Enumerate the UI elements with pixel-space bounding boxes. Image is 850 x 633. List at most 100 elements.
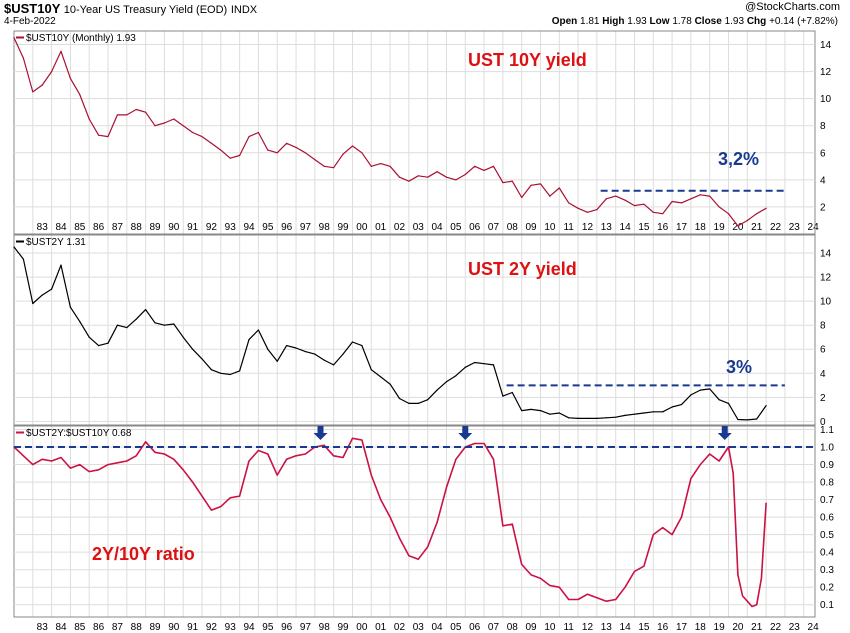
data-point <box>699 194 701 196</box>
y-tick-label: 2 <box>820 393 826 404</box>
data-point <box>79 94 81 96</box>
data-point <box>342 456 344 459</box>
data-point <box>549 584 551 587</box>
data-point <box>88 470 90 473</box>
data-point <box>756 418 758 420</box>
data-point <box>173 458 175 460</box>
data-point <box>455 179 457 181</box>
data-point <box>389 165 391 167</box>
data-point <box>690 394 692 396</box>
y-tick-label: 0 <box>820 417 826 428</box>
data-point <box>276 474 278 476</box>
data-point <box>107 463 109 466</box>
data-point <box>351 341 354 343</box>
x-tick-label: 04 <box>432 222 444 233</box>
x-tick-label: 97 <box>300 622 312 633</box>
data-point <box>135 318 137 320</box>
y-tick-label: 4 <box>820 175 826 186</box>
data-point <box>427 546 429 548</box>
data-point <box>361 439 363 441</box>
chart-header: $UST10Y 10-Year US Treasury Yield (EOD) … <box>0 0 850 30</box>
x-tick-label: 05 <box>450 622 462 633</box>
data-point <box>624 199 626 201</box>
data-point <box>229 497 231 499</box>
data-point <box>727 213 730 215</box>
data-point <box>765 207 767 209</box>
data-point <box>483 169 485 171</box>
data-point <box>135 108 137 111</box>
data-point <box>333 364 335 366</box>
data-point <box>680 202 683 204</box>
data-point <box>474 165 476 167</box>
data-point <box>323 359 325 361</box>
x-tick-label: 03 <box>413 222 425 233</box>
data-point <box>192 481 194 483</box>
data-point <box>662 213 664 215</box>
data-point <box>643 412 645 414</box>
data-point <box>173 323 175 325</box>
data-point <box>511 523 513 525</box>
open-label: Open <box>551 16 578 27</box>
data-point <box>746 600 748 602</box>
low-value: 1.78 <box>672 16 692 27</box>
data-point <box>239 154 241 157</box>
data-point <box>502 395 504 397</box>
data-point <box>22 258 25 260</box>
data-point <box>239 495 241 497</box>
data-point <box>32 91 34 93</box>
data-point <box>163 324 166 326</box>
data-point <box>539 183 542 185</box>
data-point <box>445 176 448 178</box>
data-point <box>380 376 382 378</box>
data-point <box>483 363 485 365</box>
data-point <box>69 77 72 79</box>
data-point <box>408 555 410 557</box>
data-point <box>427 176 429 178</box>
data-point <box>98 345 100 347</box>
data-point <box>671 200 673 203</box>
y-tick-label: 4 <box>820 369 826 380</box>
y-tick-label: 14 <box>820 249 832 260</box>
x-tick-label: 13 <box>601 222 613 233</box>
data-point <box>751 605 753 608</box>
y-tick-label: 6 <box>820 148 826 159</box>
x-tick-label: 88 <box>131 622 143 633</box>
x-tick-label: 87 <box>112 622 124 633</box>
data-point <box>652 411 654 413</box>
low-label: Low <box>649 16 670 27</box>
data-point <box>323 165 325 167</box>
data-point <box>652 211 654 213</box>
x-tick-label: 00 <box>356 222 368 233</box>
x-tick-label: 19 <box>714 222 726 233</box>
data-point <box>398 537 401 539</box>
x-tick-label: 89 <box>149 622 161 633</box>
x-tick-label: 19 <box>714 622 726 633</box>
y-tick-label: 0.9 <box>820 460 834 471</box>
data-point <box>257 329 260 331</box>
x-tick-label: 24 <box>808 222 820 233</box>
data-point <box>671 406 673 408</box>
data-point <box>492 458 495 460</box>
data-point <box>417 558 419 560</box>
data-point <box>286 458 288 460</box>
data-point <box>539 409 542 412</box>
x-tick-label: 98 <box>319 622 331 633</box>
data-point <box>624 414 626 416</box>
open-value: 1.81 <box>580 16 600 27</box>
data-point <box>558 586 560 588</box>
data-point <box>41 458 43 460</box>
data-point <box>13 246 15 248</box>
data-point <box>521 196 523 199</box>
y-tick-label: 8 <box>820 321 826 332</box>
data-point <box>51 71 53 73</box>
data-point <box>624 586 626 588</box>
data-point <box>380 498 382 501</box>
data-point <box>615 598 617 601</box>
brand-logo[interactable]: @StockCharts.com <box>745 1 840 13</box>
x-tick-label: 88 <box>131 222 143 233</box>
data-point <box>709 453 711 455</box>
y-tick-label: 1.1 <box>820 425 834 436</box>
data-point <box>220 149 222 151</box>
data-point <box>718 460 720 462</box>
data-point <box>530 408 532 410</box>
